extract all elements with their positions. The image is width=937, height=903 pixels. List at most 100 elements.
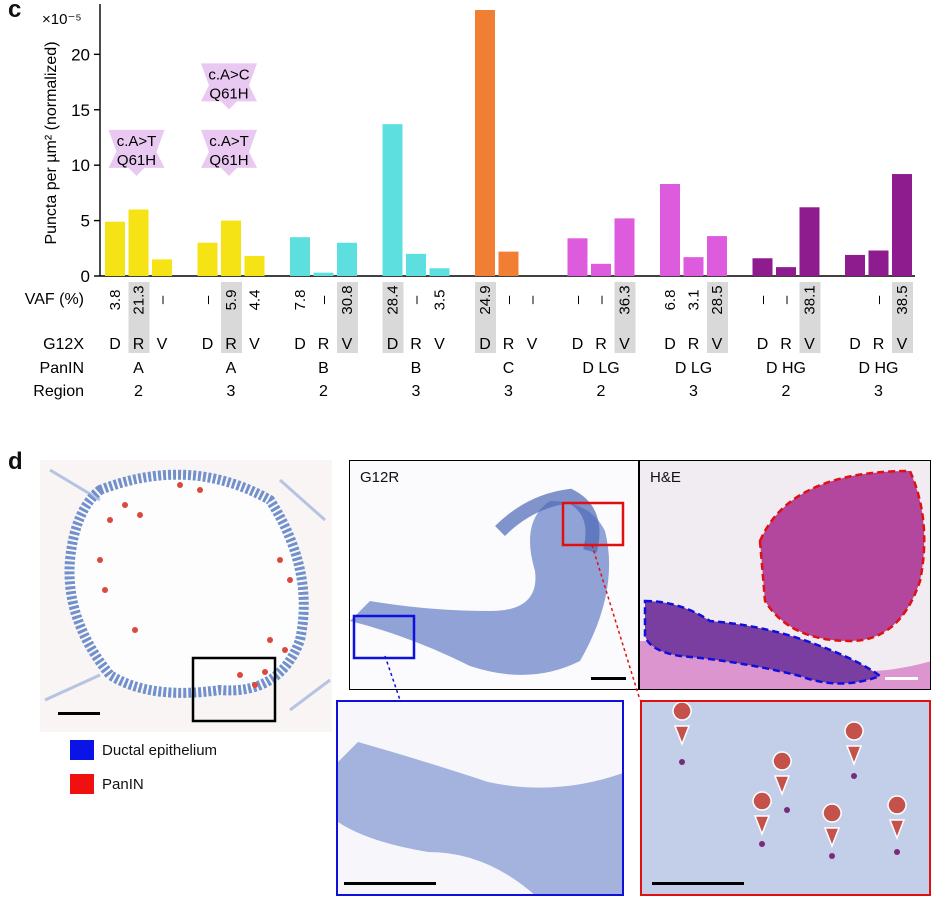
vaf-highlight-band [475,282,496,353]
bar [683,257,704,276]
vaf-value: 28.5 [709,285,726,314]
region-label: 2 [597,383,606,400]
g12x-label: D [664,336,676,353]
vaf-value: 36.3 [617,285,634,314]
vaf-value: 24.9 [477,285,494,314]
bar [197,242,218,276]
region-label: 3 [689,383,698,400]
g12x-label: R [688,336,700,353]
vaf-value: 7.8 [292,290,309,311]
bar-chart: 0 5 10 15 20 ×10⁻⁵ Puncta per µm² (normalized)… [25,4,915,400]
g12r-tissue-drawing [350,488,625,675]
vaf-value: – [755,295,772,304]
zoom-panin-drawing [642,702,929,894]
g12x-label: D [387,336,399,353]
row-label-vaf: VAF (%) [25,291,84,308]
vaf-value: 6.8 [662,290,679,311]
bar [105,221,125,276]
legend-label-panin: PanIN [102,775,144,793]
zoom-ductal-epithelium [336,700,624,896]
scale-bar [591,677,626,680]
region-label: 3 [412,383,421,400]
bar [429,268,450,276]
region-label: 2 [782,383,791,400]
vaf-value: – [501,295,518,304]
vaf-value: – [200,295,217,304]
g12x-label: R [133,336,145,353]
g12x-label: D [849,336,861,353]
panin-label: D LG [582,360,619,377]
g12x-label: R [318,336,330,353]
panin-label: B [411,360,422,377]
g12x-label: D [757,336,769,353]
vaf-value: 28.4 [385,285,402,314]
g12x-label: D [572,336,584,353]
annotation-text: c.A>C [208,66,249,83]
vaf-value: 5.9 [223,290,240,311]
bar [845,254,865,276]
vaf-value: 3.1 [686,290,703,311]
y-tick-label: 10 [71,156,90,175]
g12x-label: V [712,336,723,353]
bar [567,238,588,276]
vaf-highlight-band [382,282,404,353]
vaf-highlight-band [128,282,150,353]
g12x-label: R [225,336,237,353]
scale-bar [58,712,100,715]
vaf-value: – [570,295,587,304]
he-micrograph: H&E [639,460,931,690]
panin-label: C [503,360,515,377]
bar [498,251,519,276]
vaf-value: 3.5 [432,290,449,311]
puncta-markers [672,702,907,849]
g12r-label: G12R [360,469,400,486]
legend-swatch-panin [70,774,94,794]
bar [152,259,172,276]
y-tick-label: 0 [81,267,90,286]
panin-label: D HG [859,360,899,377]
annotation-callout [108,129,165,176]
g12x-label: V [249,336,260,353]
region-label: 3 [227,383,236,400]
bar [892,174,912,276]
g12x-label: R [780,336,792,353]
bar [128,209,149,276]
bar [406,253,426,276]
bar [660,184,680,276]
vaf-highlight-band [799,282,821,353]
vaf-highlight-band [707,282,728,353]
y-tick-label: 15 [71,101,90,120]
bar [776,267,796,276]
vaf-value: – [154,295,171,304]
scale-bar [885,677,918,680]
region-label: 2 [319,383,328,400]
g12x-label: V [897,336,908,353]
region-label: 3 [874,383,883,400]
panin-label: D HG [766,360,806,377]
vaf-value: 30.8 [339,285,356,314]
g12x-label: V [619,336,630,353]
vaf-value: 38.1 [802,285,819,314]
annotation-text: Q61H [209,85,248,102]
g12x-label: R [410,336,422,353]
panin-label: A [133,360,144,377]
annotation-text: Q61H [209,152,248,169]
vaf-highlight-band [221,282,242,353]
g12x-label: V [157,336,168,353]
annotation-callout [201,63,257,110]
legend-item-ductal: Ductal epithelium [70,740,217,760]
region-label: 2 [134,383,143,400]
bar [290,237,310,276]
zoom-ductal-drawing [338,742,622,894]
overview-micrograph [40,460,332,732]
row-label-g12x: G12X [43,336,84,353]
row-label-region: Region [33,383,84,400]
panin-label: B [318,360,329,377]
vaf-value: 38.5 [894,285,911,314]
bar [868,250,889,276]
panin-label: D LG [675,360,712,377]
g12x-label: V [434,336,445,353]
bar [707,236,727,276]
bar [244,256,265,276]
